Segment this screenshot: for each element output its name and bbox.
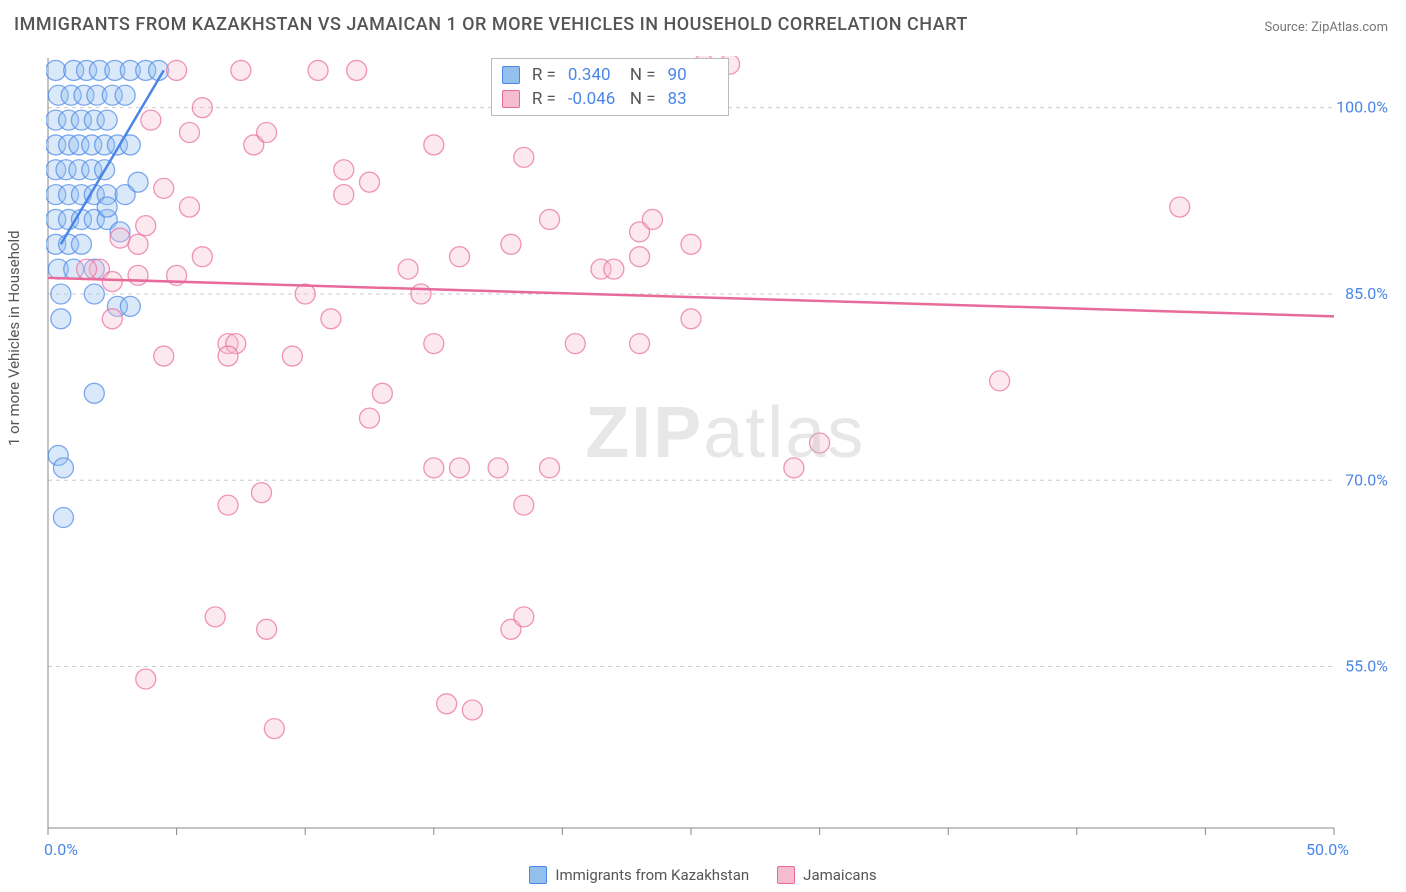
y-axis-label: 1 or more Vehicles in Household [5,230,23,446]
x-tick-min: 0.0% [44,840,78,859]
svg-text:85.0%: 85.0% [1345,284,1388,303]
svg-text:100.0%: 100.0% [1336,98,1388,117]
x-tick-max: 50.0% [1306,840,1349,859]
svg-text:55.0%: 55.0% [1345,657,1388,676]
source-attribution: Source: ZipAtlas.com [1264,20,1388,35]
chart-area: 55.0%70.0%85.0%100.0% ZIPatlas R = 0.340… [46,56,1394,856]
svg-text:70.0%: 70.0% [1345,470,1388,489]
legend-label: Immigrants from Kazakhstan [555,866,749,884]
correlation-legend: R = 0.340N = 90R = -0.046N = 83 [491,58,729,116]
legend-item: Immigrants from Kazakhstan [529,866,749,884]
legend-item: Jamaicans [777,866,876,884]
legend-swatch [777,866,795,884]
scatter-chart: 55.0% 70.0% 85.0% 100.0% [46,56,1394,856]
legend-swatch [529,866,547,884]
legend-label: Jamaicans [803,866,876,884]
series-legend: Immigrants from Kazakhstan Jamaicans [0,866,1406,884]
page-title: IMMIGRANTS FROM KAZAKHSTAN VS JAMAICAN 1… [14,14,968,35]
